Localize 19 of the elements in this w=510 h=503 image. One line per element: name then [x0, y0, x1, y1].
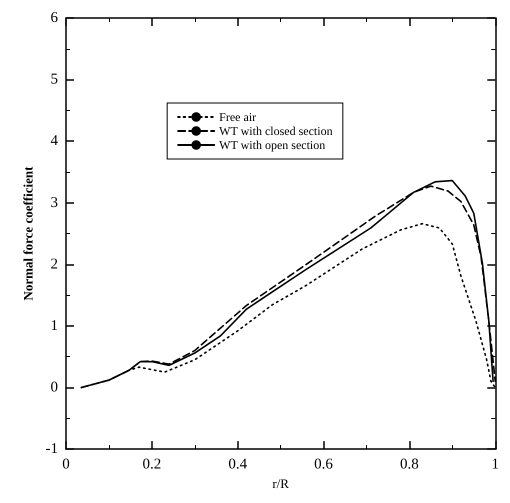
x-tick-label: 0.8 — [400, 456, 419, 473]
y-tick-label: 5 — [50, 72, 58, 88]
x-tick-label: 0.4 — [228, 456, 248, 473]
y-tick-label: 4 — [50, 133, 58, 150]
y-tick-label: 3 — [50, 194, 58, 211]
legend-label: Free air — [219, 110, 256, 124]
y-tick-label: -1 — [46, 441, 58, 458]
y-tick-label: 1 — [50, 318, 58, 334]
legend-label: WT with open section — [219, 138, 326, 152]
x-tick-label: 1 — [492, 456, 499, 473]
y-tick-label: 6 — [50, 10, 58, 26]
y-tick-label: 2 — [50, 256, 58, 272]
x-axis-title: r/R — [272, 476, 290, 491]
y-tick-label: 0 — [50, 380, 58, 396]
x-tick-label: 0 — [62, 456, 70, 473]
x-tick-label: 0.6 — [314, 456, 334, 473]
legend-label: WT with closed section — [219, 124, 333, 138]
x-tick-label: 0.2 — [142, 456, 162, 473]
y-axis-title: Normal force coefficient — [20, 166, 36, 301]
